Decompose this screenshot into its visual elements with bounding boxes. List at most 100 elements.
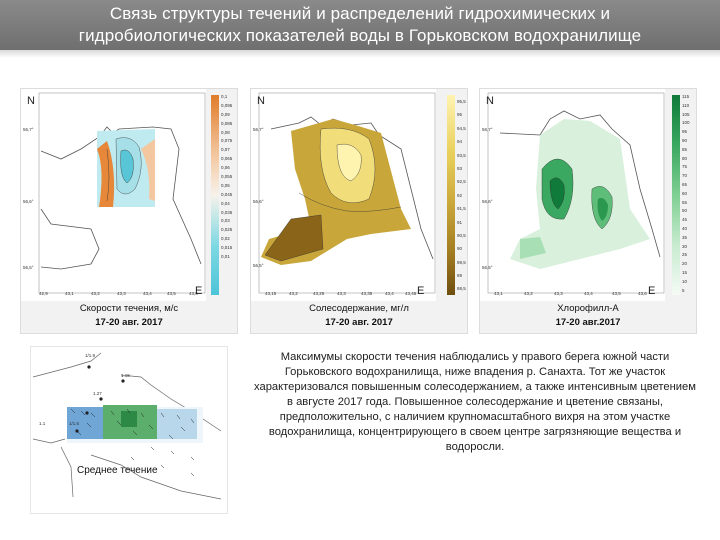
scale-tick: 0,075	[221, 138, 233, 144]
color-scale-ticks: 95,5 95 94,5 94 93,5 93 92,5 92 91,5 91 …	[457, 95, 466, 296]
title-bar: Связь структуры течений и распределений …	[0, 0, 720, 50]
scale-tick: 60	[682, 190, 688, 196]
lon-label: 43,6	[638, 291, 647, 296]
scale-tick: 95	[682, 129, 688, 135]
scale-tick: 0,04	[221, 200, 230, 206]
station-label: 1/1.9	[85, 353, 96, 358]
scale-tick: 55	[682, 199, 688, 205]
scale-tick: 90,5	[457, 232, 466, 238]
scale-tick: 0,025	[221, 227, 233, 233]
scale-tick: 20	[682, 261, 688, 267]
lat-label: 56,7°	[482, 127, 493, 132]
scale-tick: 94	[457, 139, 463, 145]
color-scale-ticks: 0,1 0,095 0,09 0,085 0,08 0,075 0,07 0,0…	[221, 93, 232, 262]
lon-label: 43,4	[584, 291, 593, 296]
scale-tick: 15	[682, 269, 688, 275]
scale-tick: 88,5	[457, 286, 466, 292]
north-arrow-label: N	[27, 95, 35, 107]
lon-label: 43,3	[117, 291, 126, 296]
scale-tick: 93,5	[457, 152, 466, 158]
lat-label: 56,5°	[23, 265, 34, 270]
scale-tick: 0,095	[221, 102, 233, 108]
scale-tick: 70	[682, 173, 688, 179]
lon-label: 43,6	[189, 291, 198, 296]
scale-tick: 0,02	[221, 236, 230, 242]
east-label: E	[648, 285, 656, 297]
scale-tick: 105	[682, 111, 690, 117]
lon-label: 43,5	[167, 291, 176, 296]
scale-tick: 85	[682, 146, 688, 152]
scale-tick: 30	[682, 243, 688, 249]
scale-tick: 91	[457, 219, 463, 225]
scale-tick: 0,05	[221, 182, 230, 188]
lon-label: 43,15	[265, 291, 277, 296]
scale-tick: 40	[682, 225, 688, 231]
scale-tick: 93	[457, 165, 463, 171]
title-shadow	[0, 50, 720, 58]
lon-label: 43,4	[143, 291, 152, 296]
scale-tick: 89,5	[457, 259, 466, 265]
north-arrow-label: N	[257, 95, 265, 107]
map-date: 17-20 авг. 2017	[95, 317, 163, 328]
scale-tick: 100	[682, 120, 690, 126]
east-label: E	[417, 285, 425, 297]
scale-tick: 92,5	[457, 179, 466, 185]
scale-tick: 45	[682, 217, 688, 223]
station-label: 1.18	[121, 373, 130, 378]
lon-label: 43,4	[385, 291, 394, 296]
lon-label: 43,35	[361, 291, 373, 296]
map-date: 17-20 авг.2017	[555, 317, 621, 328]
map-caption: Хлорофилл-А	[557, 303, 619, 314]
scale-tick: 0,01	[221, 254, 230, 260]
lat-label: 56,5°	[253, 263, 264, 268]
lat-label: 56,6°	[482, 199, 493, 204]
lon-label: 43,1	[65, 291, 74, 296]
scale-tick: 0,015	[221, 245, 233, 251]
scale-tick: 0,06	[221, 165, 230, 171]
station-label: 1.1	[39, 421, 46, 426]
scale-tick: 0,1	[221, 94, 228, 99]
scale-tick: 0,055	[221, 174, 233, 180]
map-panel-chlorophyll: N E 56,7° 56,6° 56,5° 43,1 43,2 43,3 43,…	[479, 88, 697, 334]
map-panel-velocity: N E 56,7° 56,6° 56,5° 42,9 43,1 43,2 43,…	[20, 88, 238, 334]
scale-tick: 80	[682, 155, 688, 161]
mean-current-map	[32, 352, 222, 500]
scale-tick: 92	[457, 192, 463, 198]
scale-tick: 35	[682, 234, 688, 240]
scale-tick: 95,5	[457, 99, 466, 104]
lon-label: 43,3	[554, 291, 563, 296]
scale-tick: 90	[457, 246, 463, 252]
scale-tick: 91,5	[457, 206, 466, 212]
east-label: E	[195, 285, 203, 297]
map-caption: Скорости течения, м/с	[79, 303, 179, 314]
map-date: 17-20 авг. 2017	[325, 317, 393, 328]
lon-label: 43,25	[313, 291, 325, 296]
station-label: 1.27	[93, 391, 102, 396]
map-panel-mean-current: 1/1.9 1.18 1.27 1/1.6 1.1 Среднее течени…	[30, 346, 228, 514]
title-line-2: гидробиологических показателей воды в Го…	[78, 26, 642, 45]
scale-tick: 0,065	[221, 156, 233, 162]
map-caption: Солесодержание, мг/л	[309, 303, 409, 314]
scale-tick: 5	[682, 287, 685, 293]
scale-tick: 115	[682, 94, 690, 99]
scale-tick: 25	[682, 252, 688, 258]
map-panel-salinity: N E 56,7° 56,6° 56,5° 43,15 43,2 43,25 4…	[250, 88, 468, 334]
scale-tick: 0,07	[221, 147, 230, 153]
lon-label: 43,2	[91, 291, 100, 296]
lon-label: 43,2	[289, 291, 298, 296]
title-line-1: Связь структуры течений и распределений …	[109, 4, 611, 23]
lon-label: 43,45	[405, 291, 417, 296]
mean-current-label: Среднее течение	[77, 465, 158, 476]
scale-tick: 95	[457, 112, 463, 118]
scale-tick: 0,03	[221, 218, 230, 224]
lon-label: 43,1	[494, 291, 503, 296]
scale-tick: 50	[682, 208, 688, 214]
station-label: 1/1.6	[69, 421, 80, 426]
scale-tick: 65	[682, 181, 688, 187]
scale-tick: 0,08	[221, 129, 230, 135]
salinity-map	[251, 89, 455, 301]
scale-tick: 89	[457, 273, 463, 279]
scale-tick: 75	[682, 164, 688, 170]
north-arrow-label: N	[486, 95, 494, 107]
scale-tick: 0,045	[221, 191, 233, 197]
